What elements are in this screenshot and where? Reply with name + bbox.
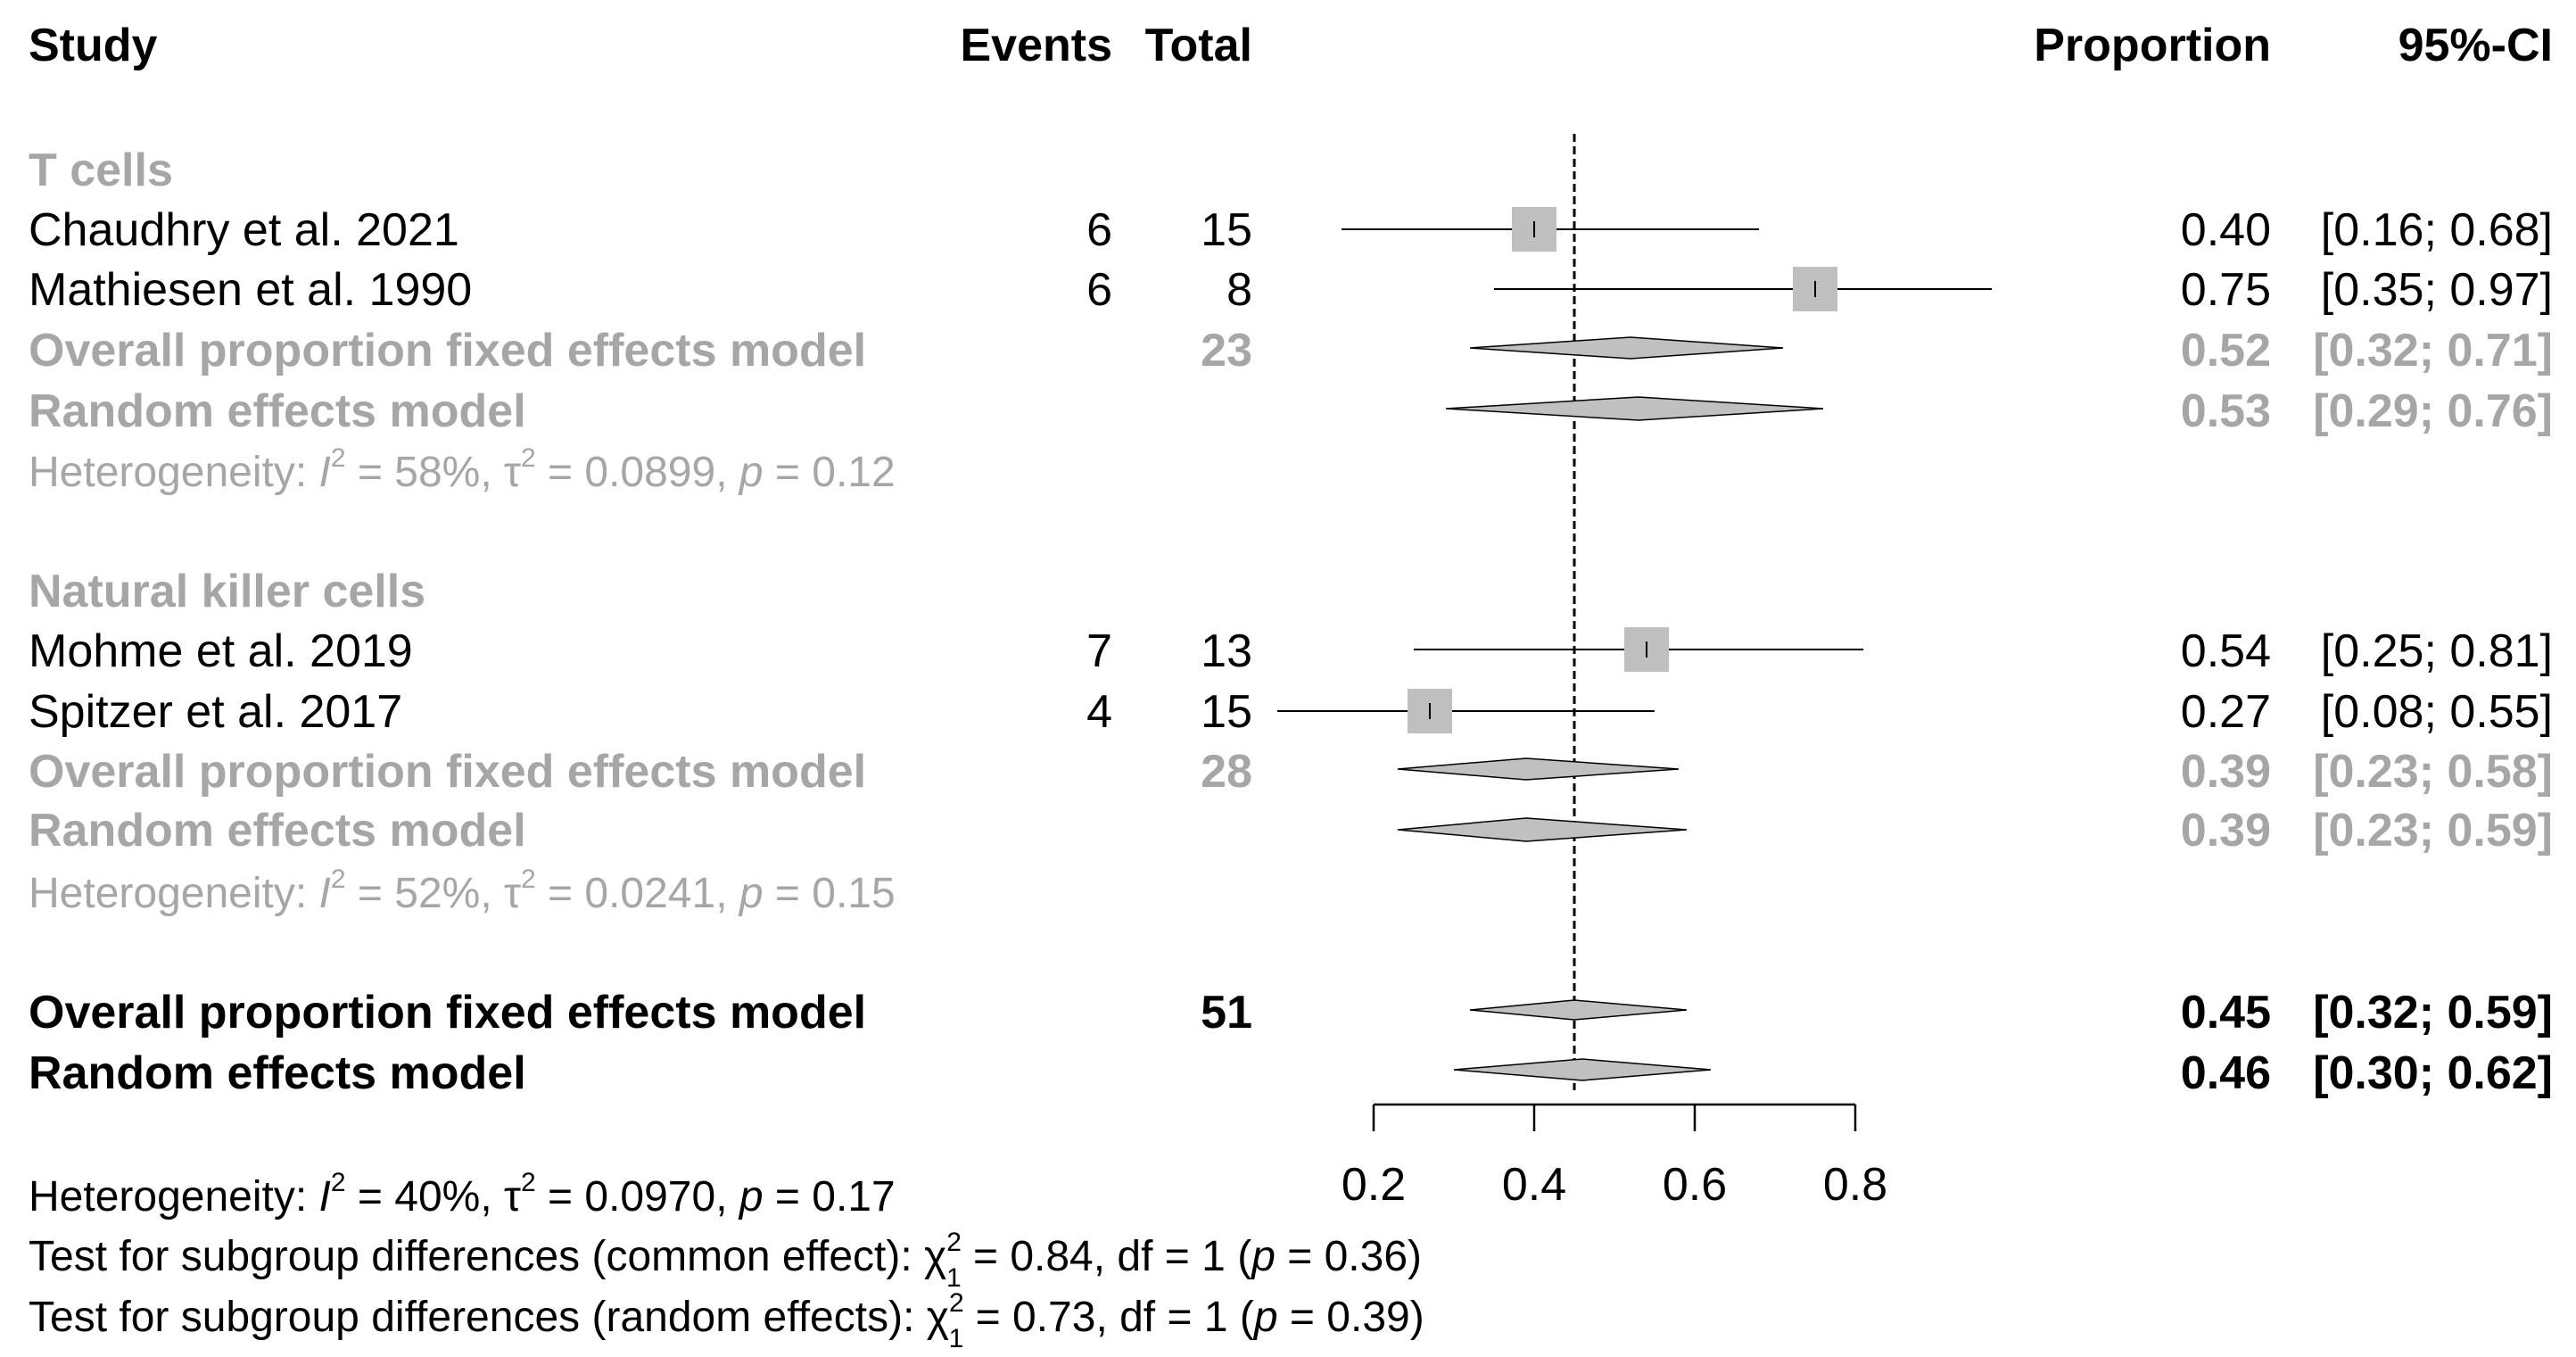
test-chi2: 0.73 bbox=[1012, 1294, 1095, 1341]
summary-diamond bbox=[1469, 336, 1784, 360]
header-ci: 95%-CI bbox=[2398, 20, 2553, 71]
random-effects-proportion: 0.53 bbox=[2181, 385, 2271, 437]
test-df: 1 bbox=[1204, 1294, 1228, 1341]
test-prefix: Test for subgroup differences (random ef… bbox=[29, 1294, 927, 1341]
fixed-effects-total: 23 bbox=[1201, 325, 1252, 376]
heterogeneity-prefix: Heterogeneity: bbox=[29, 870, 319, 917]
study-proportion: 0.75 bbox=[2181, 264, 2271, 316]
heterogeneity-i2: 52% bbox=[394, 870, 480, 917]
study-proportion: 0.54 bbox=[2181, 625, 2271, 677]
summary-diamond bbox=[1453, 1058, 1712, 1081]
x-axis: 0.2 0.4 0.6 0.8 bbox=[1342, 1103, 1887, 1211]
summary-diamond bbox=[1469, 999, 1688, 1021]
overall-fixed-proportion: 0.45 bbox=[2181, 987, 2271, 1038]
summary-diamond bbox=[1397, 817, 1688, 842]
overall-fixed-total: 51 bbox=[1201, 987, 1252, 1038]
heterogeneity-tau2: 0.0899 bbox=[584, 449, 715, 496]
fixed-effects-total: 28 bbox=[1201, 746, 1252, 798]
heterogeneity-tau2: 0.0241 bbox=[584, 870, 715, 917]
test-chi2: 0.84 bbox=[1010, 1233, 1093, 1280]
test-p: 0.39 bbox=[1326, 1294, 1409, 1341]
fixed-effects-ci: [0.23; 0.58] bbox=[2313, 746, 2553, 798]
study-ci: [0.35; 0.97] bbox=[2321, 264, 2553, 316]
summary-diamond bbox=[1397, 757, 1680, 781]
random-effects-label: Random effects model bbox=[29, 805, 526, 856]
heterogeneity-text: Heterogeneity: I2 = 58%, τ2 = 0.0899, p … bbox=[29, 443, 896, 496]
study-events: 4 bbox=[1086, 686, 1112, 738]
study-name: Mathiesen et al. 1990 bbox=[29, 264, 472, 316]
study-ci: [0.08; 0.55] bbox=[2321, 686, 2553, 738]
test-p: 0.36 bbox=[1325, 1233, 1408, 1280]
study-total: 15 bbox=[1201, 204, 1252, 256]
heterogeneity-p: 0.17 bbox=[812, 1173, 895, 1220]
overall-heterogeneity-text: Heterogeneity: I2 = 40%, τ2 = 0.0970, p … bbox=[29, 1168, 896, 1220]
random-effects-ci: [0.23; 0.59] bbox=[2313, 805, 2553, 856]
subgroup-label: T cells bbox=[29, 145, 173, 196]
fixed-effects-proportion: 0.52 bbox=[2181, 325, 2271, 376]
heterogeneity-i2: 40% bbox=[394, 1173, 480, 1220]
random-effects-ci: [0.29; 0.76] bbox=[2313, 385, 2553, 437]
heterogeneity-p: 0.15 bbox=[812, 870, 895, 917]
fixed-effects-label: Overall proportion fixed effects model bbox=[29, 746, 866, 798]
random-effects-label: Random effects model bbox=[29, 385, 526, 437]
heterogeneity-i2: 58% bbox=[394, 449, 480, 496]
x-tick-label: 0.8 bbox=[1823, 1159, 1887, 1211]
study-total: 8 bbox=[1226, 264, 1252, 316]
x-tick-label: 0.6 bbox=[1663, 1159, 1727, 1211]
heterogeneity-tau2: 0.0970 bbox=[584, 1173, 715, 1220]
overall-random-proportion: 0.46 bbox=[2181, 1047, 2271, 1099]
study-name: Mohme et al. 2019 bbox=[29, 625, 413, 677]
forest-marks bbox=[1277, 134, 1992, 1090]
heterogeneity-prefix: Heterogeneity: bbox=[29, 449, 319, 496]
test-prefix: Test for subgroup differences (common ef… bbox=[29, 1233, 924, 1280]
header-events: Events bbox=[960, 20, 1112, 71]
random-effects-proportion: 0.39 bbox=[2181, 805, 2271, 856]
study-proportion: 0.27 bbox=[2181, 686, 2271, 738]
subgroup-test-common: Test for subgroup differences (common ef… bbox=[29, 1228, 1422, 1293]
overall-fixed-ci: [0.32; 0.59] bbox=[2313, 987, 2553, 1038]
x-tick-label: 0.2 bbox=[1342, 1159, 1406, 1211]
heterogeneity-text: Heterogeneity: I2 = 52%, τ2 = 0.0241, p … bbox=[29, 865, 896, 917]
study-proportion: 0.40 bbox=[2181, 204, 2271, 256]
header-total: Total bbox=[1145, 20, 1252, 71]
overall-random-label: Random effects model bbox=[29, 1047, 526, 1099]
study-name: Spitzer et al. 2017 bbox=[29, 686, 402, 738]
subgroup-test-random: Test for subgroup differences (random ef… bbox=[29, 1288, 1424, 1353]
heterogeneity-p: 0.12 bbox=[812, 449, 895, 496]
study-events: 6 bbox=[1086, 204, 1112, 256]
fixed-effects-proportion: 0.39 bbox=[2181, 746, 2271, 798]
study-events: 6 bbox=[1086, 264, 1112, 316]
x-tick-label: 0.4 bbox=[1502, 1159, 1566, 1211]
study-events: 7 bbox=[1086, 625, 1112, 677]
study-total: 15 bbox=[1201, 686, 1252, 738]
study-name: Chaudhry et al. 2021 bbox=[29, 204, 459, 256]
study-ci: [0.16; 0.68] bbox=[2321, 204, 2553, 256]
test-df: 1 bbox=[1201, 1233, 1226, 1280]
study-total: 13 bbox=[1201, 625, 1252, 677]
study-ci: [0.25; 0.81] bbox=[2321, 625, 2553, 677]
overall-fixed-label: Overall proportion fixed effects model bbox=[29, 987, 866, 1038]
heterogeneity-prefix: Heterogeneity: bbox=[29, 1173, 319, 1220]
fixed-effects-ci: [0.32; 0.71] bbox=[2313, 325, 2553, 376]
header-study: Study bbox=[29, 20, 158, 71]
subgroup-label: Natural killer cells bbox=[29, 566, 425, 617]
summary-diamond bbox=[1445, 396, 1824, 421]
fixed-effects-label: Overall proportion fixed effects model bbox=[29, 325, 866, 376]
overall-random-ci: [0.30; 0.62] bbox=[2313, 1047, 2553, 1099]
header-proportion: Proportion bbox=[2034, 20, 2271, 71]
